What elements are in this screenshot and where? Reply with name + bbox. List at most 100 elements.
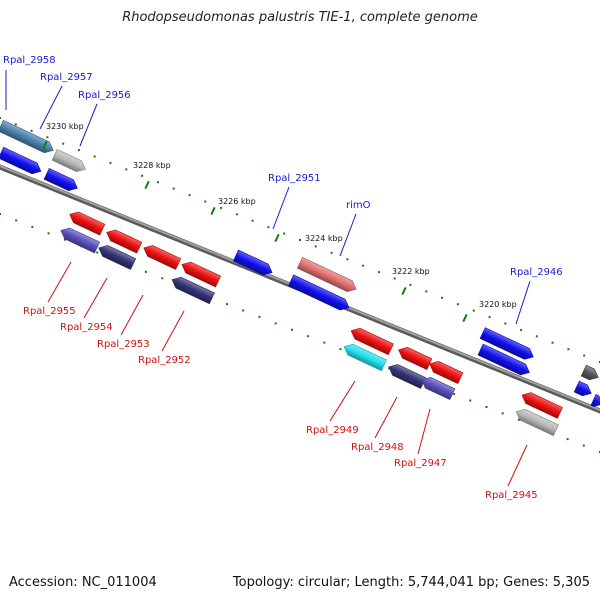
- label-leader-line: [39, 85, 63, 130]
- gene-label-rpal-2957[interactable]: Rpal_2957: [40, 72, 93, 83]
- gene-bar-forward[interactable]: [288, 274, 351, 313]
- track-dot: [339, 348, 342, 351]
- track-dot: [485, 406, 488, 408]
- gene-label-rimo[interactable]: rimO: [346, 200, 371, 211]
- label-leader-line: [120, 294, 144, 336]
- gene-label-rpal-2949[interactable]: Rpal_2949: [306, 425, 359, 436]
- track-dot: [469, 399, 472, 402]
- track-dot: [441, 296, 444, 299]
- genome-title: Rhodopseudomonas palustris TIE-1, comple…: [122, 10, 478, 25]
- gene-bar-rimo[interactable]: [296, 256, 358, 294]
- track-dot: [63, 238, 66, 241]
- gene-label-rpal-2951[interactable]: Rpal_2951: [268, 173, 321, 184]
- gene-bar-reverse[interactable]: [514, 406, 559, 437]
- gene-bar-rpal-2958[interactable]: [0, 119, 56, 156]
- label-leader-line: [272, 186, 290, 230]
- label-leader-line: [374, 396, 398, 439]
- gene-bar-reverse[interactable]: [349, 325, 394, 356]
- track-dot: [235, 213, 238, 216]
- track-dot: [0, 117, 1, 119]
- gene-bar-rpal-2946[interactable]: [479, 327, 536, 363]
- track-dot: [453, 393, 456, 396]
- gene-bar-forward[interactable]: [0, 146, 43, 177]
- track-dot: [172, 187, 175, 190]
- gene-bar-forward[interactable]: [43, 167, 80, 193]
- tick-label: 3224 kbp: [305, 234, 343, 243]
- gene-bar-reverse[interactable]: [67, 209, 106, 236]
- gene-bar-rpal-2952[interactable]: [170, 274, 215, 305]
- track-dot: [226, 303, 228, 306]
- track-dot: [156, 181, 159, 184]
- track-dot: [583, 354, 586, 357]
- track-dot: [274, 322, 277, 325]
- gene-label-rpal-2954[interactable]: Rpal_2954: [60, 322, 113, 333]
- track-dot: [346, 258, 349, 261]
- coordinate-ticks: 3230 kbp 3228 kbp 3226 kbp 3224 kbp 3222 kbp…: [42, 122, 517, 323]
- gene-bar-forward[interactable]: [580, 364, 600, 383]
- track-dot: [330, 251, 333, 254]
- gene-labels: Rpal_2958 Rpal_2957 Rpal_2956 Rpal_2951 rimO…: [3, 55, 563, 501]
- gene-bar-rpal-2948[interactable]: [386, 361, 427, 389]
- gene-bar-forward[interactable]: [573, 380, 594, 399]
- gene-bar-reverse[interactable]: [396, 344, 433, 371]
- label-leader-line: [161, 310, 185, 352]
- label-leader-line: [339, 213, 357, 257]
- topology-summary: Topology: circular; Length: 5,744,041 bp…: [232, 575, 590, 590]
- label-leader-line: [83, 277, 108, 319]
- gene-label-rpal-2948[interactable]: Rpal_2948: [351, 442, 404, 453]
- track-dot: [15, 219, 18, 222]
- track-dot: [290, 328, 293, 331]
- gene-label-rpal-2945[interactable]: Rpal_2945: [485, 490, 538, 501]
- track-dot: [62, 142, 65, 145]
- tick-label: 3222 kbp: [392, 267, 430, 276]
- track-dot: [393, 277, 396, 280]
- gene-bar-rpal-2954[interactable]: [96, 242, 137, 270]
- gene-bar-rpal-2951[interactable]: [232, 249, 274, 278]
- gene-bar-reverse[interactable]: [179, 259, 222, 288]
- track-dot: [456, 303, 459, 306]
- track-dot: [258, 315, 261, 318]
- track-dot: [566, 438, 569, 441]
- track-dot: [377, 271, 380, 274]
- track-dot: [93, 155, 96, 158]
- track-dot: [283, 232, 286, 235]
- tick-label: 3226 kbp: [218, 197, 256, 206]
- track-dot: [0, 213, 1, 215]
- track-dot: [144, 270, 147, 273]
- track-dot: [520, 328, 523, 331]
- gene-label-rpal-2947[interactable]: Rpal_2947: [394, 458, 447, 469]
- gene-label-rpal-2946[interactable]: Rpal_2946: [510, 267, 563, 278]
- tick-mark: [274, 233, 280, 243]
- gene-label-rpal-2956[interactable]: Rpal_2956: [78, 90, 131, 101]
- track-dot: [204, 200, 207, 203]
- track-dot: [141, 174, 144, 177]
- gene-label-rpal-2953[interactable]: Rpal_2953: [97, 339, 150, 350]
- track-dot: [47, 232, 50, 235]
- track-dot: [504, 322, 507, 325]
- track-dot: [14, 123, 17, 126]
- gene-bar-rpal-2945[interactable]: [519, 390, 563, 419]
- label-leader-line: [515, 280, 531, 325]
- gene-bar-reverse[interactable]: [141, 242, 182, 270]
- gene-bar-rpal-2957[interactable]: [51, 148, 88, 174]
- gene-bar-reverse[interactable]: [342, 341, 387, 372]
- track-dot: [96, 251, 99, 254]
- gene-label-rpal-2958[interactable]: Rpal_2958: [3, 55, 56, 66]
- track-dot: [161, 277, 164, 280]
- gene-bar-forward[interactable]: [477, 343, 532, 378]
- label-leader-line: [47, 261, 72, 303]
- gene-label-rpal-2952[interactable]: Rpal_2952: [138, 355, 191, 366]
- tick-mark: [401, 286, 407, 296]
- gene-bar-rpal-2947[interactable]: [419, 374, 456, 401]
- gene-features: [0, 119, 600, 437]
- track-dot: [567, 348, 570, 351]
- gene-bar-rpal-2955[interactable]: [58, 225, 101, 254]
- gene-label-rpal-2955[interactable]: Rpal_2955: [23, 306, 76, 317]
- label-leader-line: [329, 380, 356, 422]
- track-dot: [267, 226, 270, 229]
- gene-bar-reverse[interactable]: [104, 227, 143, 254]
- gene-bar-reverse[interactable]: [427, 358, 464, 385]
- track-dot: [501, 412, 504, 415]
